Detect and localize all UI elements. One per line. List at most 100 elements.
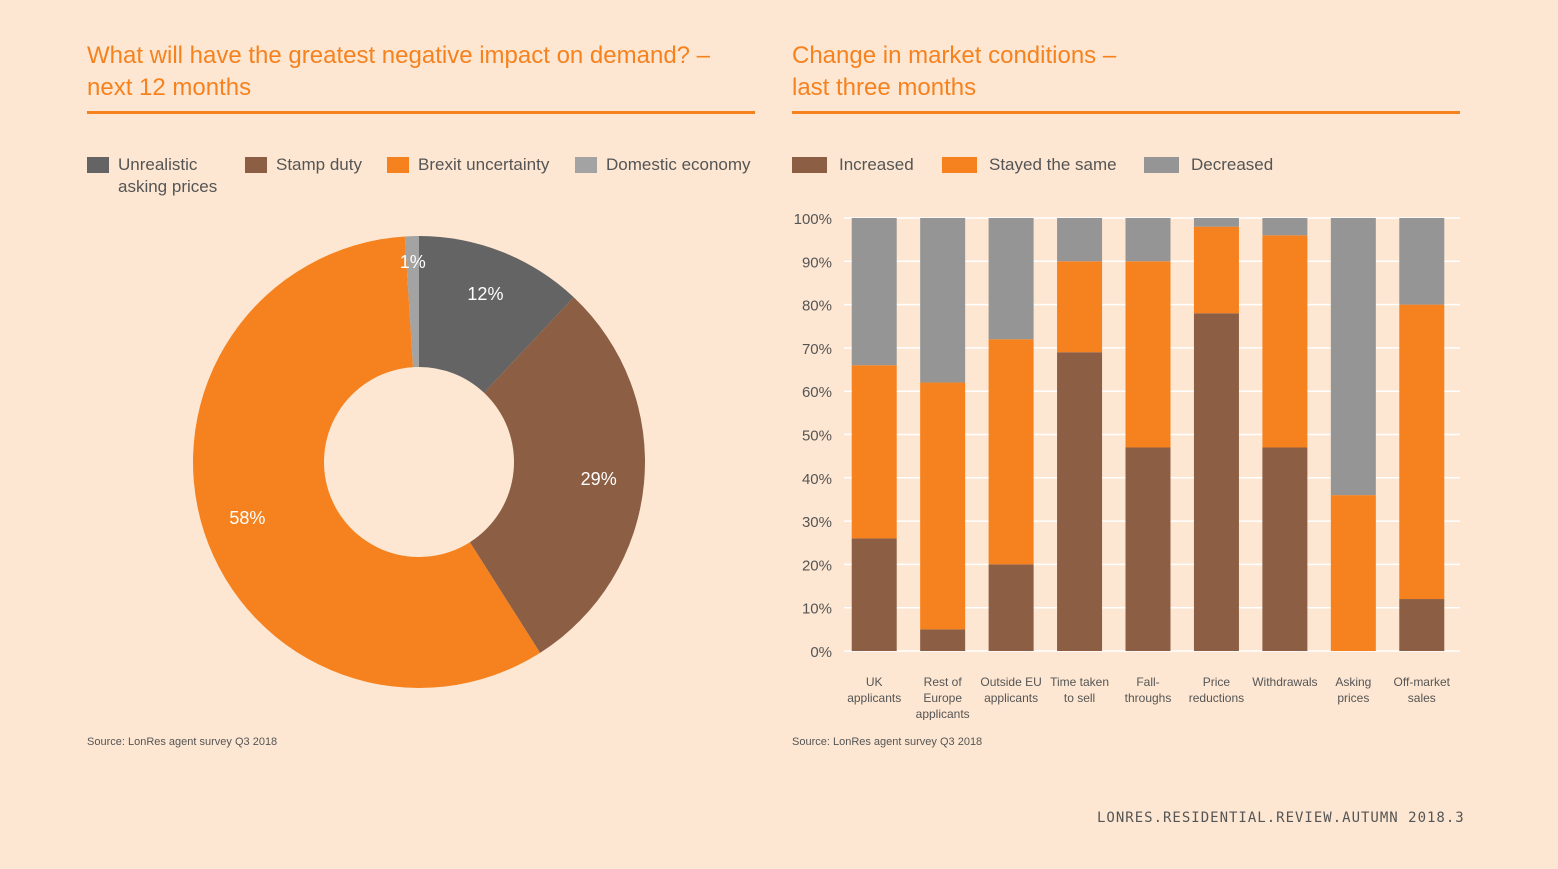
page-footer: LONRES.RESIDENTIAL.REVIEW.AUTUMN 2018.3 xyxy=(1097,810,1465,826)
bar-legend-item-stayed: Stayed the same xyxy=(942,154,1117,176)
bar-segment xyxy=(1057,352,1103,651)
x-category-label: sales xyxy=(1408,691,1436,705)
donut-slice-label: 1% xyxy=(400,252,426,272)
donut-slice xyxy=(469,297,645,653)
y-tick-label: 0% xyxy=(810,644,832,661)
legend-label: Increased xyxy=(839,155,914,174)
y-tick-label: 80% xyxy=(802,298,832,315)
x-category-label: Price xyxy=(1203,675,1231,689)
pie-legend-item-stamp-duty: Stamp duty xyxy=(245,154,362,176)
x-category-label: throughs xyxy=(1125,691,1172,705)
y-tick-label: 90% xyxy=(802,254,832,271)
x-category-label: UK xyxy=(866,675,883,689)
pie-legend: Unrealistic asking prices Stamp duty Bre… xyxy=(87,154,755,204)
x-category-label: to sell xyxy=(1064,691,1095,705)
x-category-label: Withdrawals xyxy=(1252,675,1317,689)
y-tick-label: 40% xyxy=(802,471,832,488)
bar-segment xyxy=(1262,447,1308,651)
x-category-label: Asking xyxy=(1335,675,1371,689)
legend-label-line2: asking prices xyxy=(118,177,218,196)
bar-segment xyxy=(988,564,1034,651)
bar-segment xyxy=(920,629,966,651)
legend-label: Domestic economy xyxy=(606,155,751,174)
bar-segment xyxy=(1057,218,1103,262)
legend-swatch xyxy=(87,157,109,173)
bar-chart-title: Change in market conditions – last three… xyxy=(792,40,1460,104)
y-tick-label: 30% xyxy=(802,514,832,531)
legend-swatch xyxy=(575,157,597,173)
x-category-label: Rest of xyxy=(924,675,963,689)
bar-segment xyxy=(851,538,897,651)
bar-segment xyxy=(1125,447,1171,651)
bar-segment xyxy=(1399,304,1445,600)
pie-title-rule xyxy=(87,111,755,114)
y-tick-label: 10% xyxy=(802,601,832,618)
x-category-label: Time taken xyxy=(1050,675,1109,689)
donut-slice xyxy=(404,236,419,368)
x-category-label: applicants xyxy=(847,691,901,705)
bar-segment xyxy=(1262,235,1308,448)
bar-segment xyxy=(1193,218,1239,227)
bar-legend-item-increased: Increased xyxy=(792,154,914,176)
y-tick-label: 50% xyxy=(802,428,832,445)
bar-segment xyxy=(851,365,897,539)
pie-legend-item-brexit: Brexit uncertainty xyxy=(387,154,549,176)
donut-slice-label: 12% xyxy=(467,284,503,304)
y-tick-label: 100% xyxy=(794,211,832,228)
bar-segment xyxy=(851,218,897,366)
bar-source-note: Source: LonRes agent survey Q3 2018 xyxy=(792,736,983,748)
bar-segment xyxy=(1193,226,1239,314)
bar-legend-item-decreased: Decreased xyxy=(1144,154,1273,176)
bar-segment xyxy=(1330,495,1376,651)
bar-legend: Increased Stayed the same Decreased xyxy=(792,154,1460,204)
bar-segment xyxy=(1399,599,1445,651)
legend-swatch xyxy=(1144,157,1179,173)
legend-label: Stamp duty xyxy=(276,155,362,174)
donut-slice xyxy=(419,236,574,393)
bar-segment xyxy=(920,218,966,383)
bar-segment xyxy=(1057,261,1103,353)
bar-segment xyxy=(920,382,966,630)
legend-swatch xyxy=(387,157,409,173)
pie-title-line2: next 12 months xyxy=(87,74,252,101)
bar-segment xyxy=(1399,218,1445,305)
legend-swatch xyxy=(245,157,267,173)
x-category-label: Europe xyxy=(923,691,962,705)
pie-chart-title: What will have the greatest negative imp… xyxy=(87,40,755,104)
x-category-label: Fall- xyxy=(1136,675,1159,689)
bar-segment xyxy=(1193,313,1239,651)
legend-swatch xyxy=(942,157,977,173)
y-tick-label: 60% xyxy=(802,384,832,401)
donut-slice xyxy=(193,236,541,688)
y-tick-label: 70% xyxy=(802,341,832,358)
pie-title-line1: What will have the greatest negative imp… xyxy=(87,42,711,69)
legend-label: Stayed the same xyxy=(989,155,1117,174)
pie-source-note: Source: LonRes agent survey Q3 2018 xyxy=(87,736,278,748)
stacked-bar-chart: 0% 10% 20% 30% 40% 50% 60% 70% 80% 90% 100% UK appli… xyxy=(794,211,1460,720)
x-category-label: applicants xyxy=(984,691,1038,705)
bar-title-line1: Change in market conditions – xyxy=(792,42,1117,69)
pie-legend-item-unrealistic: Unrealistic asking prices xyxy=(87,154,217,198)
bar-segment xyxy=(1125,261,1171,448)
bar-segment xyxy=(1330,218,1376,496)
legend-label: Unrealistic xyxy=(118,155,198,174)
bar-segment xyxy=(1262,218,1308,236)
pie-legend-item-domestic: Domestic economy xyxy=(575,154,751,176)
donut-slice-label: 58% xyxy=(229,508,265,528)
x-category-label: reductions xyxy=(1189,691,1244,705)
bar-segment xyxy=(1125,218,1171,262)
y-tick-label: 20% xyxy=(802,557,832,574)
bar-segment xyxy=(988,218,1034,340)
bar-segment xyxy=(988,339,1034,565)
legend-label: Decreased xyxy=(1191,155,1274,174)
x-category-label: Outside EU xyxy=(980,675,1041,689)
legend-swatch xyxy=(792,157,827,173)
x-category-label: Off-market xyxy=(1394,675,1451,689)
donut-chart: 12% 29% 58% 1% xyxy=(193,236,645,688)
legend-label: Brexit uncertainty xyxy=(418,155,550,174)
donut-slice-label: 29% xyxy=(581,469,617,489)
x-category-label: applicants xyxy=(916,707,970,720)
x-category-label: prices xyxy=(1337,691,1369,705)
bar-title-line2: last three months xyxy=(792,74,977,101)
bar-title-rule xyxy=(792,111,1460,114)
